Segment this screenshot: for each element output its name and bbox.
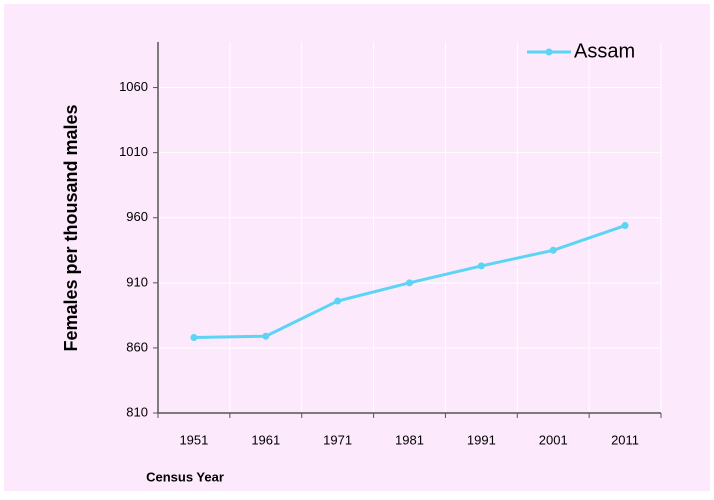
data-point xyxy=(621,222,629,230)
y-tick-label: 1010 xyxy=(119,144,148,159)
x-tick-label: 1961 xyxy=(251,432,280,447)
data-point xyxy=(406,279,413,287)
x-tick-label: 1971 xyxy=(323,432,352,447)
background xyxy=(4,4,710,491)
x-tick-label: 2001 xyxy=(539,432,568,447)
y-tick-label: 910 xyxy=(126,274,148,289)
data-point xyxy=(190,333,198,341)
x-axis-label: Census Year xyxy=(146,469,224,484)
data-point xyxy=(262,332,270,340)
y-tick-label: 960 xyxy=(126,209,148,224)
y-tick-label: 860 xyxy=(126,339,148,354)
x-tick-label: 1951 xyxy=(179,432,208,447)
x-tick-label: 1991 xyxy=(467,432,496,447)
y-tick-label: 810 xyxy=(126,404,148,419)
data-point xyxy=(549,246,557,254)
data-point xyxy=(477,262,485,270)
y-tick-label: 1060 xyxy=(119,79,148,94)
legend-label: Assam xyxy=(574,40,635,62)
x-tick-label: 1981 xyxy=(395,432,424,447)
legend-marker xyxy=(545,48,553,56)
y-axis-label: Females per thousand males xyxy=(61,104,81,351)
data-point xyxy=(334,297,342,305)
x-tick-label: 2011 xyxy=(611,432,639,447)
